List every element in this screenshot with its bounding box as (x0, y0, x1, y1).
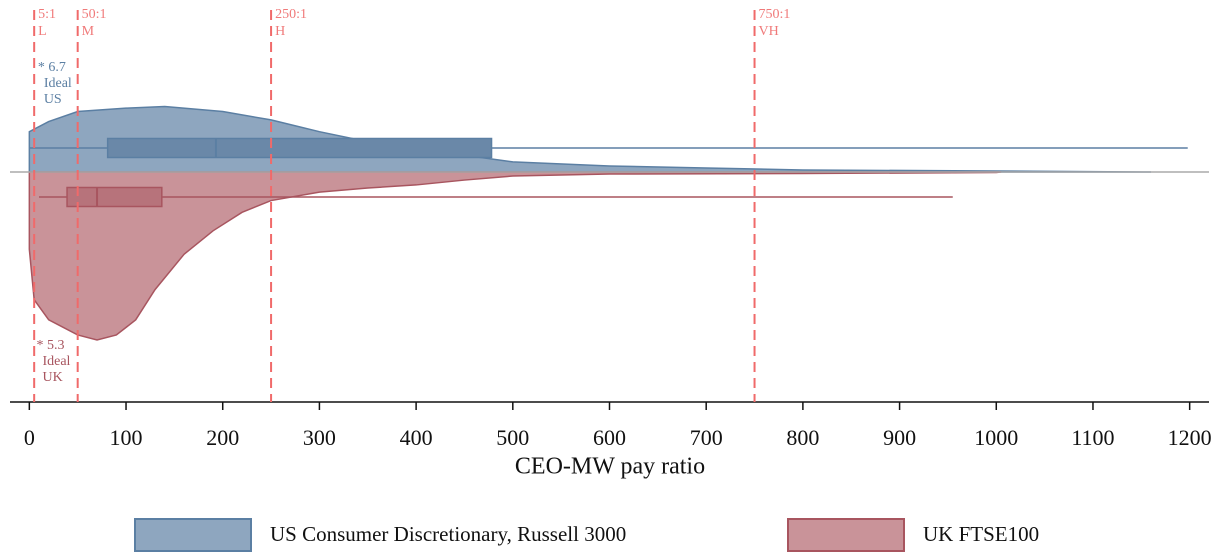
ideal-label: Ideal (42, 354, 70, 369)
ideal-label: Ideal (44, 76, 72, 91)
x-tick-label: 600 (593, 425, 626, 450)
reference-label: L (38, 24, 47, 39)
x-tick-label: 900 (883, 425, 916, 450)
x-tick-label: 300 (303, 425, 336, 450)
x-tick-label: 800 (786, 425, 819, 450)
x-tick-label: 0 (24, 425, 35, 450)
box (106, 137, 493, 159)
legend-label: UK FTSE100 (923, 522, 1039, 546)
ideal-label: UK (42, 370, 62, 385)
ideal-label: US (44, 92, 62, 107)
reference-label: 750:1 (759, 7, 791, 22)
reference-label: VH (759, 24, 779, 39)
box (66, 186, 163, 208)
legend-swatch (787, 518, 905, 552)
x-tick-label: 700 (690, 425, 723, 450)
ideal-label: * 5.3 (36, 338, 64, 353)
legend-label: US Consumer Discretionary, Russell 3000 (270, 522, 626, 546)
ideal-label: * 6.7 (38, 60, 66, 75)
x-axis-label: CEO-MW pay ratio (515, 454, 705, 480)
x-tick-label: 500 (496, 425, 529, 450)
x-tick-label: 1000 (974, 425, 1018, 450)
x-tick-label: 100 (110, 425, 143, 450)
reference-label: 5:1 (38, 7, 56, 22)
reference-label: H (275, 24, 285, 39)
reference-label: 50:1 (82, 7, 107, 22)
x-tick-label: 200 (206, 425, 239, 450)
x-tick-label: 1100 (1071, 425, 1114, 450)
legend-swatch (134, 518, 252, 552)
reference-label: M (82, 24, 95, 39)
x-tick-label: 400 (400, 425, 433, 450)
x-tick-label: 1200 (1168, 425, 1212, 450)
reference-label: 250:1 (275, 7, 307, 22)
